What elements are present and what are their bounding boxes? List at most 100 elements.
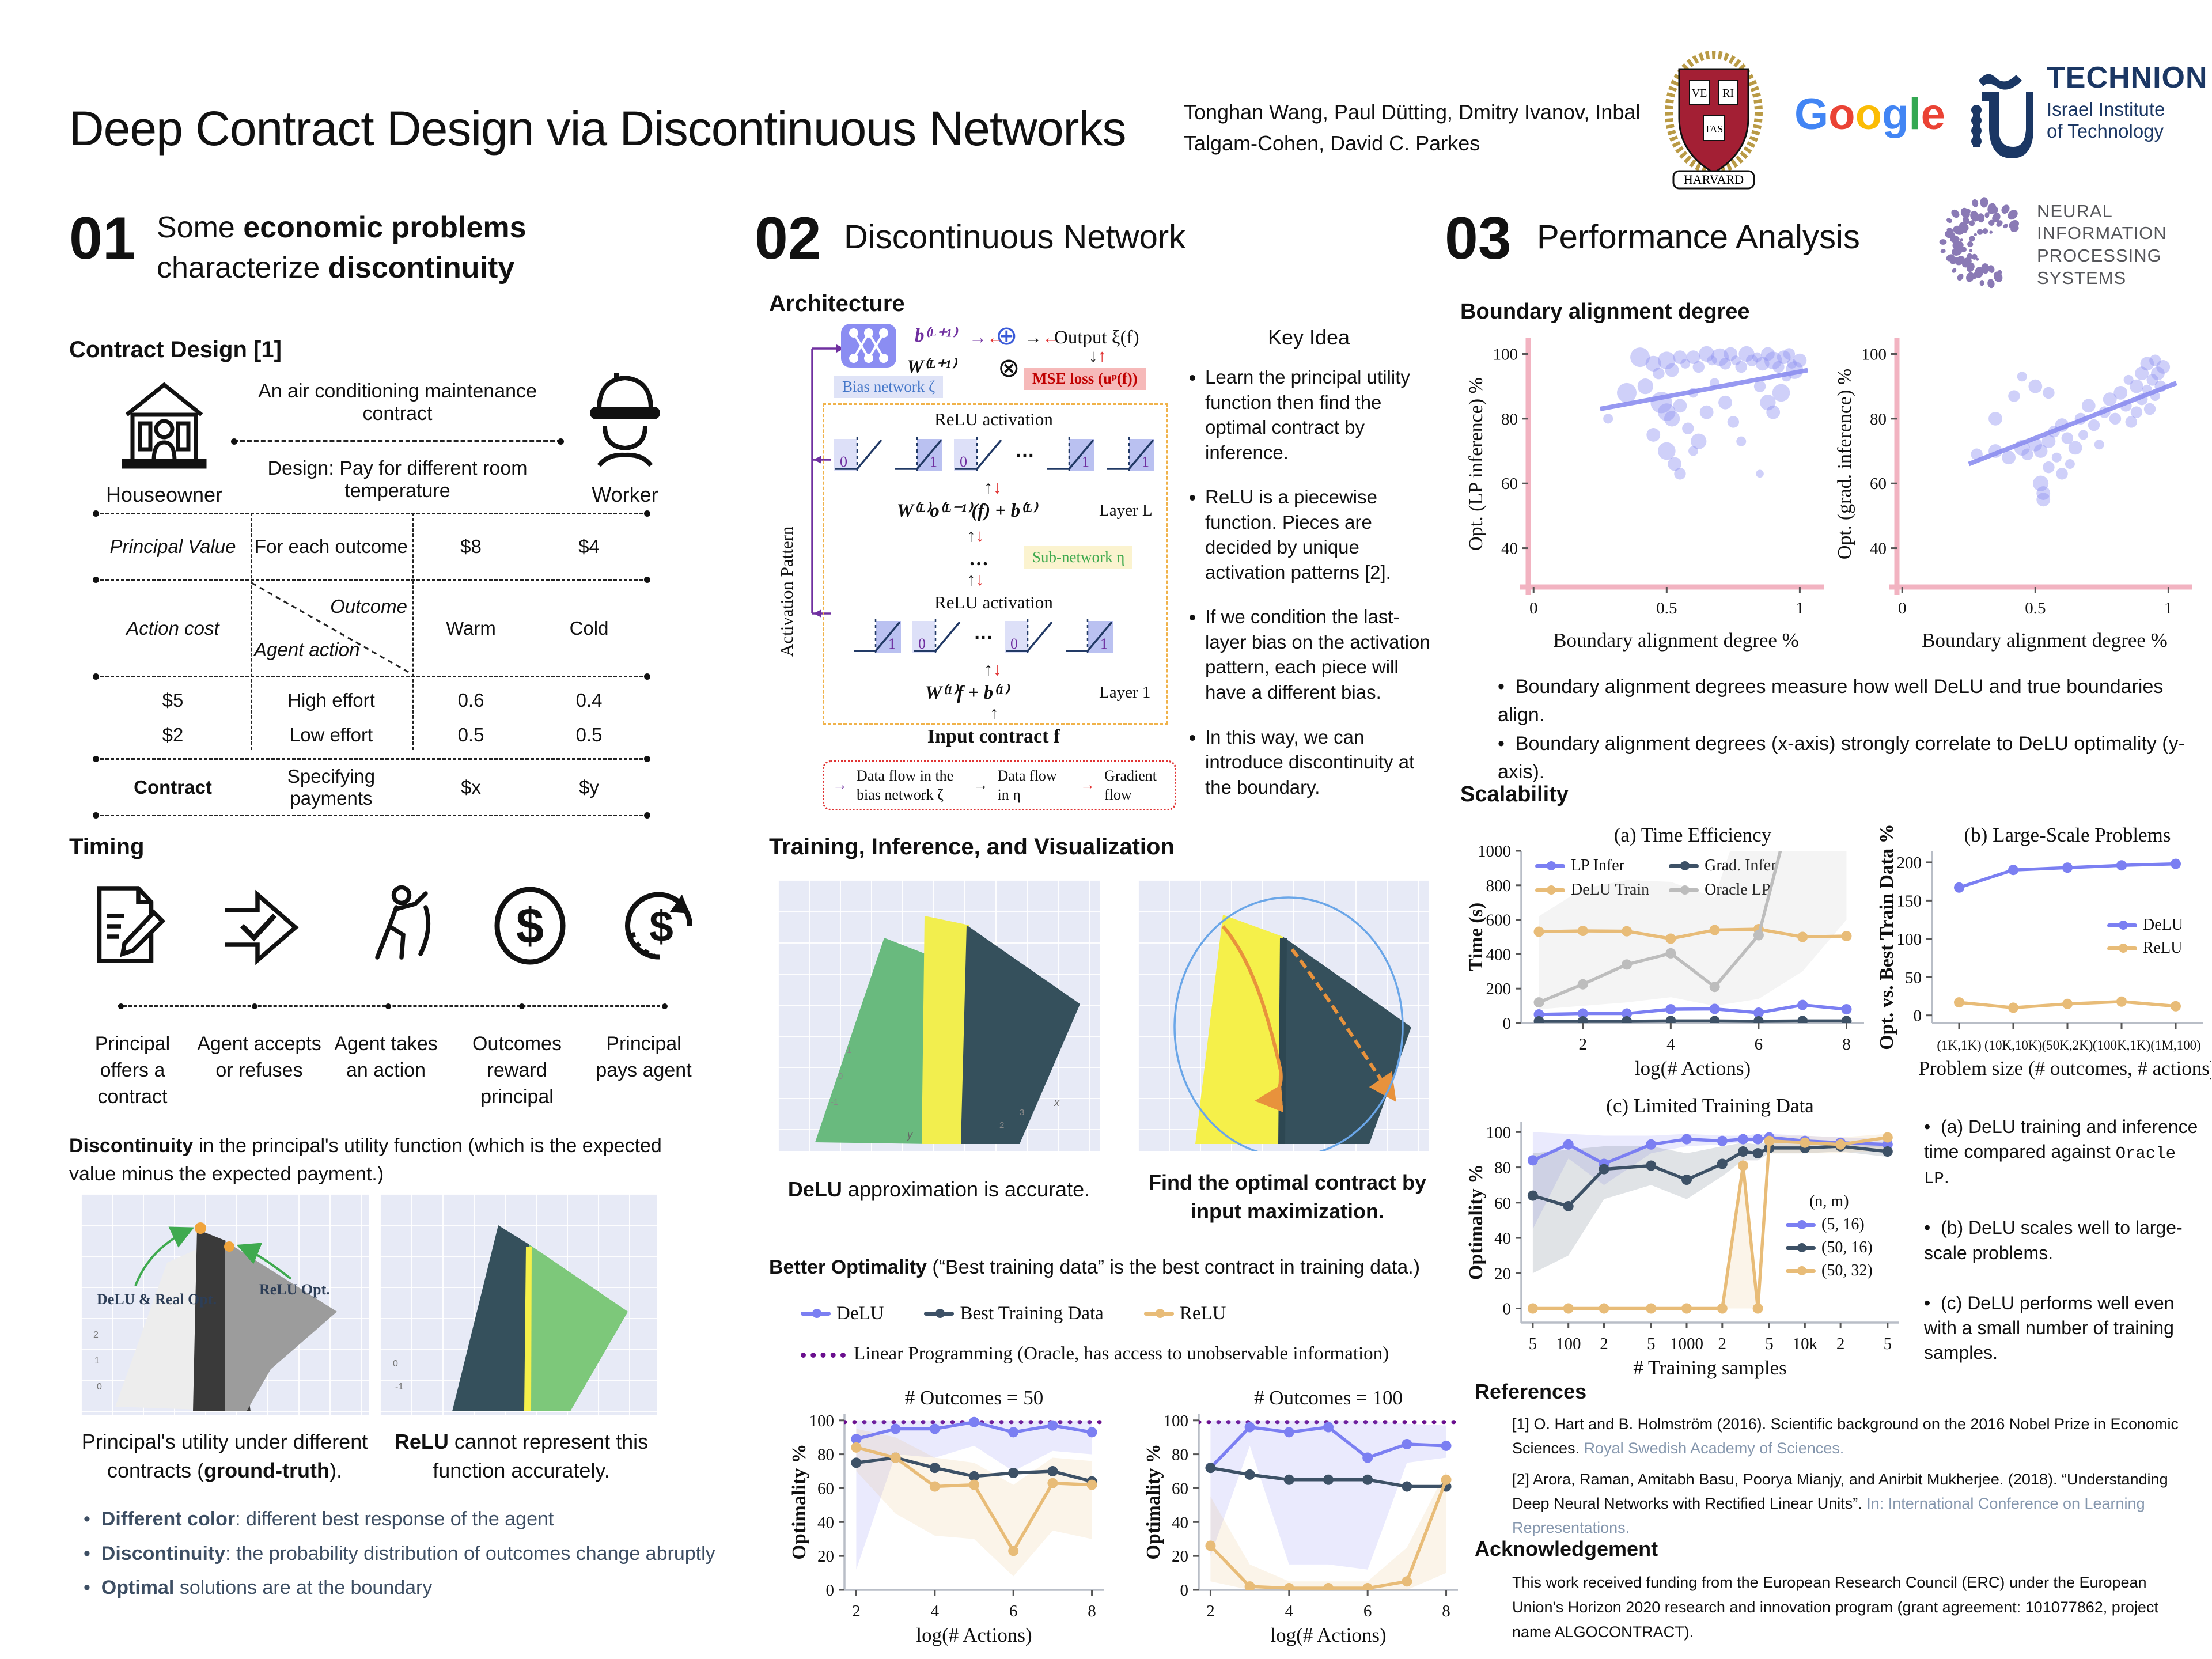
bullet-item: • (c) DeLU performs well even with a sma… (1924, 1292, 2175, 1363)
neurips-swirl-icon (1933, 190, 2033, 300)
timing-labels: Principal offers a contract Agent accept… (69, 1031, 703, 1111)
svg-text:40: 40 (1870, 540, 1887, 558)
gradient-arrow-icon: ↑ (1097, 346, 1107, 366)
timing-step: Outcomes reward principal (472, 1033, 562, 1108)
svg-text:6: 6 (1363, 1602, 1372, 1620)
delu-real-opt-label: DeLU & Real Opt. (97, 1291, 217, 1308)
chart-boundary-lp: 40 60 80 100 0 0.5 1 Boundary alignment degree … (1466, 329, 1832, 655)
svg-text:# Training samples: # Training samples (1633, 1357, 1786, 1379)
svg-text:200: 200 (1486, 980, 1512, 998)
svg-text:Boundary alignment degree %: Boundary alignment degree % (1553, 629, 1799, 652)
acknowledgement-text: This work received funding from the Euro… (1512, 1574, 2158, 1641)
svg-text:y: y (906, 1129, 913, 1141)
reference-2: [2] Arora, Raman, Amitabh Basu, Poorya M… (1512, 1471, 2168, 1536)
svg-text:100: 100 (1556, 1335, 1581, 1353)
section-02-title: Discontinuous Network (844, 218, 1186, 256)
input-max-caption: Find the optimal contract by input maxim… (1148, 1171, 1427, 1224)
layer-1-label: Layer 1 (1099, 683, 1151, 702)
ground-truth-3d-plot: DeLU & Real Opt. ReLU Opt. 2 1 0 (81, 1194, 369, 1415)
svg-text:8: 8 (1088, 1602, 1096, 1620)
delu-approx-caption: DeLU approximation is accurate. (787, 1177, 1090, 1201)
input-contract-label: Input contract f (927, 726, 1060, 747)
svg-text:0: 0 (838, 1071, 843, 1081)
svg-text:0.5: 0.5 (1656, 599, 1677, 618)
agent-action-runner-icon (375, 885, 431, 960)
chart-large-scale: DeLU ReLU 0 50 100 150 200 (1K,1K) (10K,10K) (5… (1877, 821, 2211, 1083)
delu-approx-3d-plot: y x 1 0 -1 2 3 (778, 880, 1100, 1151)
key-idea-bullet: ReLU is a piecewise function. Pieces are… (1205, 484, 1435, 585)
key-idea-bullet: If we condition the last-layer bias on t… (1205, 604, 1435, 704)
svg-text:0: 0 (1503, 1300, 1512, 1319)
svg-text:VE: VE (1692, 87, 1707, 100)
svg-text:100: 100 (1897, 930, 1922, 949)
svg-text:5: 5 (1529, 1335, 1537, 1353)
plus-node-icon: ⊕ (995, 321, 1018, 350)
scenario-line1: An air conditioning maintenance contract (258, 380, 537, 425)
table-vline (251, 513, 252, 750)
table-row: $5 High effort 0.6 0.4 (162, 690, 603, 711)
dots-icon: … (969, 548, 988, 570)
authors: Tonghan Wang, Paul Dütting, Dmitry Ivano… (1184, 97, 1656, 159)
svg-text:10k: 10k (1793, 1335, 1818, 1353)
activation-pattern-label: Activation Pattern (777, 526, 797, 657)
svg-text:50: 50 (1905, 968, 1922, 987)
section-03-title: Performance Analysis (1537, 218, 1860, 256)
svg-text:(100K,1K): (100K,1K) (2093, 1038, 2150, 1052)
svg-text:1: 1 (847, 1046, 851, 1055)
svg-text:60: 60 (1870, 475, 1887, 493)
technion-icon (1971, 74, 2033, 158)
svg-text:0: 0 (1010, 635, 1018, 652)
technion-sub2: of Technology (2047, 120, 2164, 142)
svg-text:0: 0 (393, 1359, 398, 1369)
neurips-logo: NEURAL INFORMATION PROCESSING SYSTEMS (1933, 190, 2212, 300)
svg-text:100: 100 (809, 1412, 835, 1430)
svg-text:(50K,2K): (50K,2K) (2042, 1038, 2093, 1052)
tiv-heading: Training, Inference, and Visualization (769, 834, 1175, 859)
svg-text:1: 1 (94, 1356, 100, 1366)
svg-text:1: 1 (2164, 599, 2173, 618)
flow-arrow-icon: ↑ (990, 703, 999, 723)
key-idea-title: Key Idea (1267, 325, 1350, 349)
contract-design-heading: Contract Design [1] (69, 337, 282, 362)
svg-text:(10K,10K): (10K,10K) (1984, 1038, 2042, 1052)
svg-text:0: 0 (1180, 1581, 1189, 1600)
flow-arrow-icon: → (969, 327, 987, 347)
reference-1-link[interactable]: Royal Swedish Academy of Sciences. (1584, 1439, 1844, 1457)
relu-3d-plot: 0 -1 (380, 1194, 657, 1415)
timing-step: Principal pays agent (596, 1033, 692, 1081)
legend-btd: Best Training Data (960, 1303, 1104, 1324)
gradient-arrow-icon: ↓ (993, 659, 1002, 679)
chart-time-efficiency: LP Infer Grad. Infer DeLU Train Oracle L… (1466, 821, 1872, 1083)
svg-text:$: $ (516, 898, 544, 954)
svg-text:60: 60 (817, 1479, 834, 1498)
scenario-line2: Design: Pay for different room temperatu… (267, 457, 528, 502)
chart-outcomes-50: 0 20 40 60 80 100 2 4 6 8 # Outcomes = 50 log(# Act… (789, 1384, 1112, 1650)
svg-text:8: 8 (1842, 1035, 1851, 1054)
reference-2-link[interactable]: In: International Conference on Learning… (1512, 1494, 2145, 1536)
black-arrow-icon: → (973, 777, 988, 794)
svg-text:5: 5 (1765, 1335, 1774, 1353)
svg-text:400: 400 (1486, 945, 1512, 964)
lp-dotted-line-icon (801, 1352, 846, 1358)
svg-text:1000: 1000 (1478, 842, 1511, 861)
lp-legend: Linear Programming (Oracle, has access t… (801, 1343, 1389, 1365)
svg-text:(1M,100): (1M,100) (2150, 1038, 2201, 1052)
key-idea-bullet: Learn the principal utility function the… (1205, 365, 1435, 465)
svg-text:log(# Actions): log(# Actions) (1635, 1057, 1751, 1080)
flow-arrow-icon: ↑ (967, 525, 976, 546)
svg-text:80: 80 (1870, 410, 1887, 429)
svg-text:Optimality %: Optimality % (1143, 1444, 1164, 1559)
boundary-bullets: • Boundary alignment degrees measure how… (1498, 673, 2200, 786)
section-01-number: 01 (69, 205, 136, 272)
col1-bullets: • Different color: different best respon… (84, 1502, 717, 1605)
svg-text:600: 600 (1486, 911, 1512, 930)
timing-timeline (118, 1003, 668, 1009)
sub-network-box (823, 403, 1168, 725)
svg-text:4: 4 (1285, 1602, 1294, 1620)
contract-arrow (231, 438, 564, 445)
times-node-icon: ⊗ (998, 353, 1020, 382)
bias-network-label: Bias network ζ (834, 376, 944, 398)
svg-text:2: 2 (1600, 1335, 1608, 1353)
svg-text:80: 80 (1172, 1446, 1188, 1464)
svg-text:(c) Limited Training Data: (c) Limited Training Data (1606, 1094, 1814, 1117)
